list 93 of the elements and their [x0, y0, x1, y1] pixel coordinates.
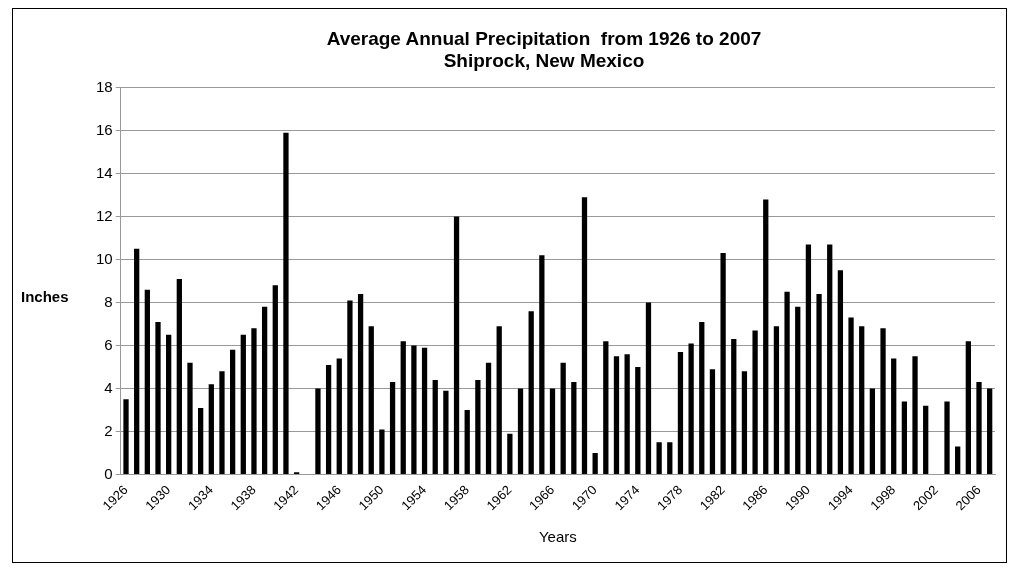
bar — [965, 341, 971, 475]
bar — [773, 326, 780, 475]
bar — [187, 362, 193, 475]
bar — [336, 358, 342, 475]
bar — [475, 379, 481, 475]
bar — [859, 326, 865, 475]
bar — [272, 285, 278, 475]
bar — [549, 388, 556, 475]
bar — [891, 358, 897, 475]
bar — [507, 433, 513, 475]
bar — [389, 382, 396, 475]
bar — [464, 410, 470, 475]
bar — [581, 197, 588, 475]
y-tick-label: 0 — [104, 464, 113, 482]
bar — [667, 442, 673, 475]
text: Shiprock, New Mexico — [443, 50, 645, 72]
bar — [848, 317, 854, 475]
bar — [688, 343, 694, 475]
bar — [432, 379, 438, 475]
bar — [368, 326, 374, 475]
bar — [731, 339, 737, 475]
bar — [379, 429, 385, 475]
y-tick-label: 2 — [104, 421, 113, 439]
y-axis-title: Inches — [21, 288, 69, 306]
bar — [901, 401, 908, 475]
bar — [752, 330, 758, 475]
bar — [123, 399, 129, 475]
y-tick-label: 6 — [104, 335, 113, 353]
bar — [699, 321, 705, 475]
y-tick-label: 14 — [96, 163, 113, 181]
bar — [795, 306, 801, 475]
bar — [176, 278, 182, 475]
text: Average Annual Precipitation from 1926 to 2007 — [326, 27, 762, 49]
bar — [976, 382, 982, 475]
y-tick-label: 16 — [96, 120, 113, 138]
bar — [240, 334, 246, 475]
y-tick-label: 10 — [96, 249, 113, 267]
bar — [923, 405, 929, 475]
bar — [517, 388, 524, 475]
bar — [912, 356, 918, 475]
bar — [261, 306, 268, 475]
bar — [987, 388, 993, 475]
bar — [880, 328, 886, 475]
bar — [720, 253, 726, 475]
bar — [784, 291, 790, 475]
bar — [230, 349, 236, 475]
bar — [741, 371, 748, 475]
bar — [613, 356, 620, 475]
y-tick-label: 18 — [96, 77, 113, 95]
bar — [198, 407, 204, 475]
bar — [325, 364, 332, 475]
bar — [656, 442, 662, 475]
bar — [560, 362, 566, 475]
bar — [155, 321, 161, 475]
bar — [411, 345, 417, 475]
bar — [208, 384, 214, 475]
bar — [571, 382, 577, 475]
bar — [837, 270, 844, 475]
bar — [944, 401, 950, 475]
bar — [592, 453, 598, 475]
y-tick-label: 4 — [104, 378, 113, 396]
bar — [539, 255, 545, 475]
bar — [763, 199, 769, 475]
bar — [315, 388, 321, 475]
bar — [357, 293, 364, 475]
bar — [485, 362, 492, 475]
x-axis-title: Years — [538, 528, 577, 546]
bar — [709, 369, 716, 475]
bar — [421, 347, 428, 475]
bar — [283, 132, 289, 475]
bar — [805, 244, 812, 475]
y-tick-label: 8 — [104, 292, 113, 310]
bar — [869, 388, 876, 475]
bar — [816, 293, 822, 475]
bar — [166, 334, 172, 475]
bar — [453, 216, 460, 475]
bar — [635, 367, 641, 475]
bar — [251, 328, 257, 475]
bar — [603, 341, 609, 475]
bar — [624, 354, 630, 475]
bar — [144, 289, 150, 475]
bar — [443, 390, 449, 475]
bar — [496, 326, 502, 475]
bar — [677, 352, 684, 475]
y-tick-label: 12 — [96, 206, 113, 224]
bar — [400, 341, 406, 475]
bar — [955, 446, 961, 475]
bar — [347, 300, 353, 475]
bar — [645, 302, 652, 475]
bar — [219, 371, 225, 475]
bar — [827, 244, 833, 475]
bar — [528, 311, 534, 475]
bar — [134, 248, 140, 475]
